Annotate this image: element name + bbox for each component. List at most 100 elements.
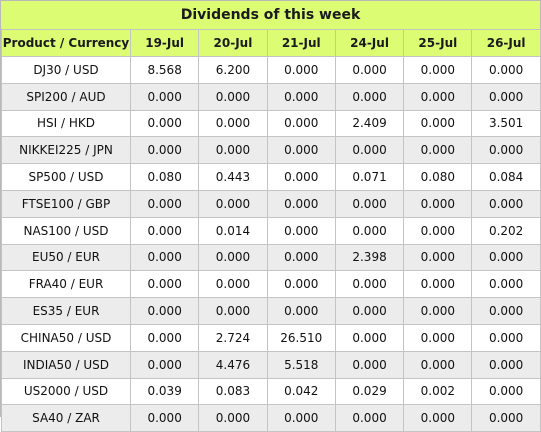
product-cell: INDIA50 / USD <box>1 350 131 379</box>
dividend-value-cell: 0.000 <box>403 82 473 111</box>
dividend-value-cell: 0.000 <box>198 189 268 218</box>
product-cell: NIKKEI225 / JPN <box>1 136 131 165</box>
table-row: CHINA50 / USD 0.000 2.724 26.510 0.000 0.000 0… <box>1 323 541 352</box>
dividend-value-cell: 0.000 <box>471 243 541 272</box>
table-row: SP500 / USD 0.080 0.443 0.000 0.071 0.080 0.08… <box>1 163 541 191</box>
dividend-value-cell: 0.000 <box>471 136 541 165</box>
dividend-value-cell: 0.000 <box>403 350 473 379</box>
dividend-value-cell: 0.000 <box>471 82 541 111</box>
product-cell: SP500 / USD <box>1 163 131 191</box>
dividend-value-cell: 0.000 <box>129 404 200 432</box>
dividend-value-cell: 0.000 <box>198 270 268 299</box>
product-cell: SPI200 / AUD <box>1 82 131 111</box>
column-header-date: 26-Jul <box>471 29 541 57</box>
dividend-value-cell: 0.000 <box>403 404 473 432</box>
dividend-value-cell: 0.000 <box>198 109 268 138</box>
table-row: ES35 / EUR 0.000 0.000 0.000 0.000 0.000 0.000 <box>1 297 541 325</box>
dividend-value-cell: 0.000 <box>403 189 473 218</box>
table-row: EU50 / EUR 0.000 0.000 0.000 2.398 0.000 0.000 <box>1 243 541 272</box>
product-cell: DJ30 / USD <box>1 56 131 84</box>
dividend-value-cell: 0.002 <box>403 377 473 406</box>
dividend-value-cell: 0.000 <box>403 136 473 165</box>
product-cell: FTSE100 / GBP <box>1 189 131 218</box>
dividend-value-cell: 0.014 <box>198 216 268 245</box>
dividend-value-cell: 0.000 <box>403 109 473 138</box>
table-row: SPI200 / AUD 0.000 0.000 0.000 0.000 0.000 0.0… <box>1 82 541 111</box>
dividend-value-cell: 8.568 <box>129 56 200 84</box>
dividend-value-cell: 0.080 <box>129 163 200 191</box>
table-row: NAS100 / USD 0.000 0.014 0.000 0.000 0.000 0.2… <box>1 216 541 245</box>
column-header-date: 25-Jul <box>403 29 473 57</box>
dividend-value-cell: 0.000 <box>129 82 200 111</box>
table-body: DJ30 / USD 8.568 6.200 0.000 0.000 0.000 0.000… <box>1 56 541 432</box>
dividend-value-cell: 0.000 <box>266 56 336 84</box>
dividend-value-cell: 0.000 <box>266 136 336 165</box>
dividend-value-cell: 0.000 <box>198 297 268 325</box>
dividend-value-cell: 0.000 <box>334 404 405 432</box>
dividend-value-cell: 0.000 <box>198 404 268 432</box>
table-row: NIKKEI225 / JPN 0.000 0.000 0.000 0.000 0.000… <box>1 136 541 165</box>
column-header-date: 24-Jul <box>334 29 405 57</box>
dividend-value-cell: 0.000 <box>129 350 200 379</box>
dividend-value-cell: 0.202 <box>471 216 541 245</box>
dividend-value-cell: 0.000 <box>266 216 336 245</box>
dividend-value-cell: 0.000 <box>266 404 336 432</box>
table-row: FRA40 / EUR 0.000 0.000 0.000 0.000 0.000 0.00… <box>1 270 541 299</box>
table-row: US2000 / USD 0.039 0.083 0.042 0.029 0.002 0.0… <box>1 377 541 406</box>
product-cell: NAS100 / USD <box>1 216 131 245</box>
product-cell: FRA40 / EUR <box>1 270 131 299</box>
dividend-value-cell: 6.200 <box>198 56 268 84</box>
column-header-date: 21-Jul <box>266 29 336 57</box>
dividend-value-cell: 0.000 <box>403 243 473 272</box>
product-cell: CHINA50 / USD <box>1 323 131 352</box>
dividend-value-cell: 0.000 <box>334 270 405 299</box>
table-row: HSI / HKD 0.000 0.000 0.000 2.409 0.000 3.501 <box>1 109 541 138</box>
table-row: SA40 / ZAR 0.000 0.000 0.000 0.000 0.000 0.000 <box>1 404 541 432</box>
dividend-value-cell: 0.000 <box>403 56 473 84</box>
dividend-value-cell: 0.084 <box>471 163 541 191</box>
dividend-value-cell: 0.000 <box>129 270 200 299</box>
dividend-value-cell: 0.000 <box>471 377 541 406</box>
dividend-value-cell: 0.000 <box>403 270 473 299</box>
header-row: Product / Currency 19-Jul 20-Jul 21-Jul … <box>1 29 541 57</box>
dividend-value-cell: 4.476 <box>198 350 268 379</box>
dividend-value-cell: 0.000 <box>129 109 200 138</box>
dividend-value-cell: 0.000 <box>471 189 541 218</box>
dividend-value-cell: 0.000 <box>129 243 200 272</box>
dividend-value-cell: 0.000 <box>471 270 541 299</box>
dividend-value-cell: 0.000 <box>471 297 541 325</box>
dividend-value-cell: 0.000 <box>266 163 336 191</box>
dividend-value-cell: 0.000 <box>334 323 405 352</box>
dividends-table: Product / Currency 19-Jul 20-Jul 21-Jul … <box>1 29 541 432</box>
column-header-product: Product / Currency <box>1 29 131 57</box>
dividend-value-cell: 0.443 <box>198 163 268 191</box>
product-cell: SA40 / ZAR <box>1 404 131 432</box>
dividend-value-cell: 0.000 <box>129 189 200 218</box>
dividend-value-cell: 0.071 <box>334 163 405 191</box>
dividend-value-cell: 0.000 <box>471 323 541 352</box>
dividend-value-cell: 0.000 <box>334 56 405 84</box>
table-row: FTSE100 / GBP 0.000 0.000 0.000 0.000 0.000 0.… <box>1 189 541 218</box>
dividend-value-cell: 2.409 <box>334 109 405 138</box>
dividend-value-cell: 0.000 <box>198 243 268 272</box>
product-cell: EU50 / EUR <box>1 243 131 272</box>
dividend-value-cell: 0.000 <box>266 270 336 299</box>
dividend-value-cell: 0.000 <box>471 404 541 432</box>
dividend-value-cell: 0.000 <box>198 136 268 165</box>
dividend-value-cell: 0.000 <box>403 216 473 245</box>
product-cell: HSI / HKD <box>1 109 131 138</box>
column-header-date: 19-Jul <box>129 29 200 57</box>
dividend-value-cell: 0.000 <box>129 297 200 325</box>
dividend-value-cell: 0.000 <box>266 82 336 111</box>
dividend-value-cell: 5.518 <box>266 350 336 379</box>
dividend-value-cell: 0.000 <box>266 189 336 218</box>
dividend-value-cell: 0.000 <box>334 136 405 165</box>
dividend-value-cell: 0.000 <box>334 297 405 325</box>
dividend-value-cell: 0.000 <box>471 350 541 379</box>
table-header: Product / Currency 19-Jul 20-Jul 21-Jul … <box>1 29 541 57</box>
dividend-value-cell: 0.000 <box>266 109 336 138</box>
dividend-value-cell: 0.000 <box>334 82 405 111</box>
dividend-value-cell: 0.000 <box>334 350 405 379</box>
dividend-value-cell: 0.000 <box>471 56 541 84</box>
